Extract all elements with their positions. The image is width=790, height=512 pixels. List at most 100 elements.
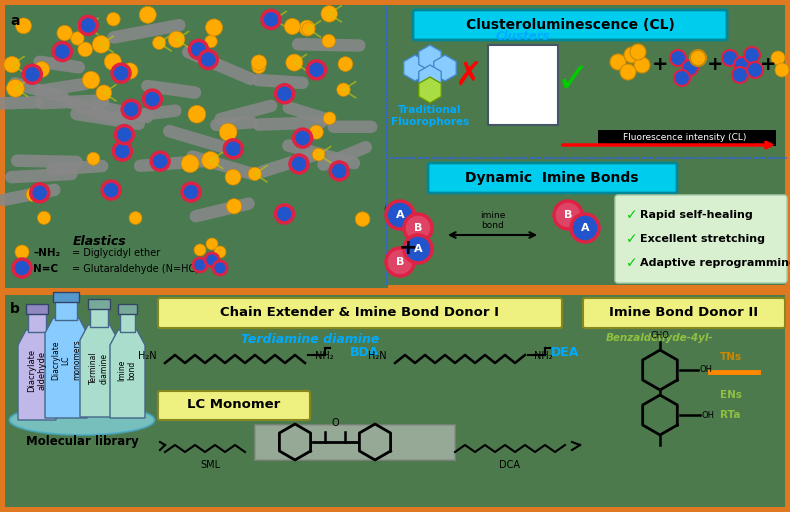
Circle shape xyxy=(190,40,208,58)
Text: Elastics: Elastics xyxy=(73,235,127,248)
Circle shape xyxy=(302,23,315,35)
FancyBboxPatch shape xyxy=(583,298,785,328)
Text: B: B xyxy=(564,210,572,220)
Bar xyxy=(26,304,48,314)
Circle shape xyxy=(630,44,646,60)
Circle shape xyxy=(139,6,156,24)
Text: OH: OH xyxy=(700,366,713,374)
Circle shape xyxy=(732,67,748,83)
Circle shape xyxy=(674,70,690,86)
Text: ✓: ✓ xyxy=(626,256,638,270)
Circle shape xyxy=(404,214,432,242)
Text: A: A xyxy=(396,210,404,220)
Bar xyxy=(53,292,79,302)
Circle shape xyxy=(122,63,138,79)
Text: Benzaldehyde-4yl-: Benzaldehyde-4yl- xyxy=(606,333,714,343)
Circle shape xyxy=(224,140,243,158)
Text: H₂N: H₂N xyxy=(138,351,157,361)
Circle shape xyxy=(151,152,169,170)
Text: Chain Extender & Imine Bond Donor I: Chain Extender & Imine Bond Donor I xyxy=(220,307,499,319)
Circle shape xyxy=(188,105,205,123)
Circle shape xyxy=(330,162,348,180)
FancyBboxPatch shape xyxy=(615,195,787,283)
Bar xyxy=(118,304,137,314)
Text: N=C: N=C xyxy=(33,264,58,274)
Circle shape xyxy=(307,61,325,79)
Circle shape xyxy=(321,6,337,22)
Circle shape xyxy=(78,42,92,57)
Circle shape xyxy=(338,57,353,72)
Circle shape xyxy=(79,16,97,34)
Circle shape xyxy=(4,56,20,73)
Circle shape xyxy=(248,167,261,181)
Circle shape xyxy=(299,20,315,36)
Text: H₂N: H₂N xyxy=(368,351,387,361)
Bar xyxy=(5,295,785,507)
Circle shape xyxy=(205,19,223,36)
Circle shape xyxy=(227,199,242,214)
Text: Terdiamine diamine: Terdiamine diamine xyxy=(241,333,379,346)
Circle shape xyxy=(610,54,626,70)
Text: +: + xyxy=(652,55,668,75)
Circle shape xyxy=(143,90,161,108)
Circle shape xyxy=(102,181,120,199)
Text: ✓: ✓ xyxy=(626,208,638,222)
Text: Excellent stretching: Excellent stretching xyxy=(640,234,765,244)
Circle shape xyxy=(775,63,789,77)
Polygon shape xyxy=(110,330,145,418)
Text: A: A xyxy=(414,244,423,254)
Circle shape xyxy=(620,64,636,80)
Text: Diacrylate
LC
monomers: Diacrylate LC monomers xyxy=(51,339,81,380)
Text: Diacrylate
aldehyde: Diacrylate aldehyde xyxy=(28,349,47,392)
Circle shape xyxy=(193,258,207,272)
Circle shape xyxy=(82,71,100,89)
Circle shape xyxy=(251,55,266,70)
Circle shape xyxy=(276,85,294,103)
FancyBboxPatch shape xyxy=(428,163,677,193)
Text: RTa: RTa xyxy=(720,410,740,420)
Bar xyxy=(90,307,108,327)
Bar xyxy=(5,5,785,290)
Circle shape xyxy=(214,246,226,258)
FancyBboxPatch shape xyxy=(413,10,727,40)
Circle shape xyxy=(107,12,120,26)
Text: Molecular library: Molecular library xyxy=(25,435,138,448)
Circle shape xyxy=(113,142,131,160)
Text: Clusteroluminescence (CL): Clusteroluminescence (CL) xyxy=(465,18,675,32)
Text: Imine
bond: Imine bond xyxy=(117,359,137,381)
Circle shape xyxy=(31,184,49,202)
Circle shape xyxy=(294,129,311,147)
Bar xyxy=(88,299,110,309)
Text: B: B xyxy=(384,214,390,223)
Circle shape xyxy=(206,238,218,250)
Text: = Glutaraldehyde (N=HC): = Glutaraldehyde (N=HC) xyxy=(72,264,199,274)
Circle shape xyxy=(122,100,140,118)
Circle shape xyxy=(37,211,51,224)
Circle shape xyxy=(290,155,308,173)
Circle shape xyxy=(356,212,370,226)
Circle shape xyxy=(771,51,785,65)
Circle shape xyxy=(182,183,200,201)
Circle shape xyxy=(225,169,241,185)
Circle shape xyxy=(337,83,350,96)
Text: Terminal
diamine: Terminal diamine xyxy=(89,352,109,385)
Text: Imine Bond Donor II: Imine Bond Donor II xyxy=(609,307,758,319)
Circle shape xyxy=(23,65,41,83)
Circle shape xyxy=(194,244,206,256)
Text: +: + xyxy=(760,55,777,75)
Bar xyxy=(120,312,135,332)
Circle shape xyxy=(16,18,32,34)
Circle shape xyxy=(205,253,219,267)
Text: B: B xyxy=(414,223,422,233)
Circle shape xyxy=(286,54,303,71)
FancyBboxPatch shape xyxy=(158,391,310,420)
Text: a: a xyxy=(10,14,20,28)
Circle shape xyxy=(168,31,185,48)
Circle shape xyxy=(13,259,31,277)
Circle shape xyxy=(734,57,750,73)
Text: ✗: ✗ xyxy=(454,58,482,92)
Text: ENs: ENs xyxy=(720,390,742,400)
Circle shape xyxy=(34,61,50,77)
Circle shape xyxy=(104,53,122,70)
Text: BDA: BDA xyxy=(350,346,380,358)
